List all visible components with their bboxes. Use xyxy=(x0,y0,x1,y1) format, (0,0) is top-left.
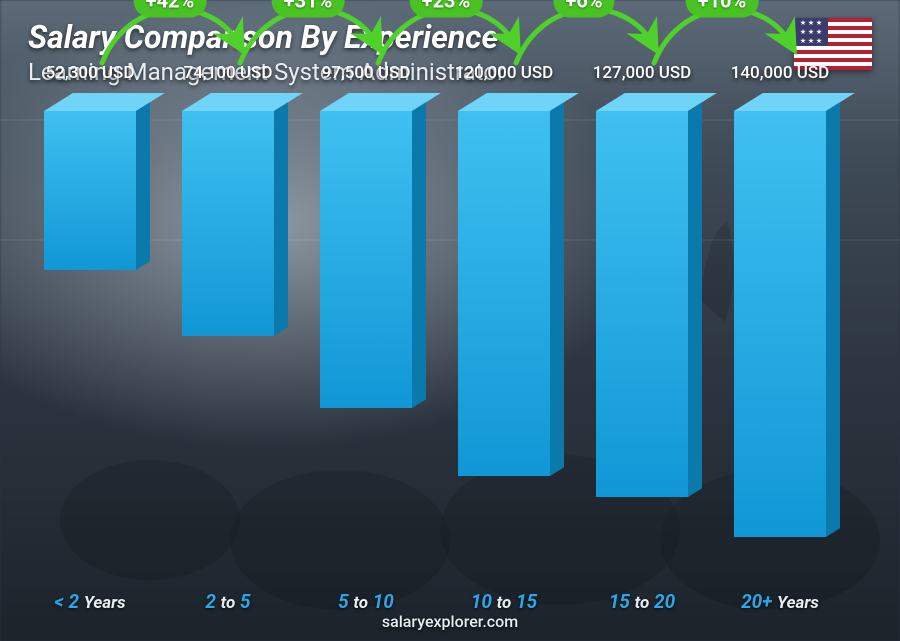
bar: 52,300 USD xyxy=(44,111,136,270)
salary-bar-chart: 52,300 USD< 2 Years74,100 USD2 to 597,50… xyxy=(30,111,840,581)
bar: 120,000 USD xyxy=(458,111,550,476)
bar-x-label: < 2 Years xyxy=(54,590,125,613)
bar-x-label: 5 to 10 xyxy=(338,590,394,613)
bar-value-label: 140,000 USD xyxy=(690,63,870,83)
bar-slot: 97,500 USD5 to 10 xyxy=(306,111,426,581)
bar: 74,100 USD xyxy=(182,111,274,336)
bar-x-label: 2 to 5 xyxy=(205,590,250,613)
bar-slot: 74,100 USD2 to 5 xyxy=(168,111,288,581)
bar-x-label: 15 to 20 xyxy=(609,590,675,613)
bar: 127,000 USD xyxy=(596,111,688,497)
bar-slot: 127,000 USD15 to 20 xyxy=(582,111,702,581)
bar-front-face xyxy=(44,111,136,270)
bar-side-face xyxy=(136,102,150,270)
bar-side-face xyxy=(550,102,564,476)
bar-x-label: 10 to 15 xyxy=(471,590,537,613)
bar: 140,000 USD xyxy=(734,111,826,537)
bar-front-face xyxy=(182,111,274,336)
bar-front-face xyxy=(734,111,826,537)
footer-source: salaryexplorer.com xyxy=(0,612,900,631)
bar-side-face xyxy=(826,102,840,537)
bar: 97,500 USD xyxy=(320,111,412,408)
bar-x-label: 20+ Years xyxy=(741,590,819,613)
bar-slot: 140,000 USD20+ Years xyxy=(720,111,840,581)
bar-side-face xyxy=(274,102,288,336)
bar-slot: 120,000 USD10 to 15 xyxy=(444,111,564,581)
bar-side-face xyxy=(688,102,702,497)
bar-side-face xyxy=(412,102,426,408)
bar-front-face xyxy=(320,111,412,408)
page-title: Salary Comparison By Experience xyxy=(28,18,505,56)
bar-front-face xyxy=(458,111,550,476)
bar-front-face xyxy=(596,111,688,497)
bar-slot: 52,300 USD< 2 Years xyxy=(30,111,150,581)
